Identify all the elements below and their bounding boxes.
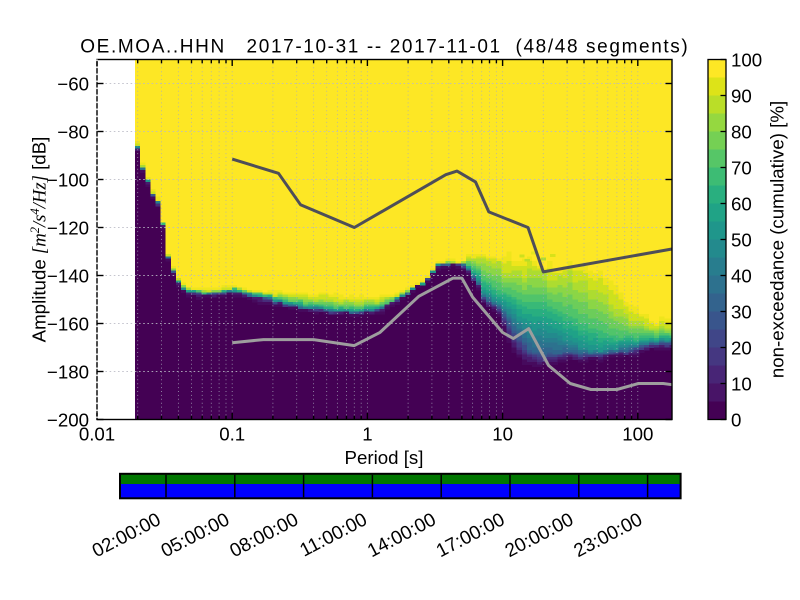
- svg-text:Period [s]: Period [s]: [345, 447, 424, 468]
- svg-text:−60: −60: [57, 73, 89, 94]
- svg-text:non-exceedance (cumulative) [%: non-exceedance (cumulative) [%]: [767, 101, 788, 378]
- svg-text:0.01: 0.01: [79, 424, 115, 445]
- svg-text:80: 80: [731, 121, 752, 142]
- svg-text:−80: −80: [57, 121, 89, 142]
- svg-text:40: 40: [731, 265, 752, 286]
- svg-text:−160: −160: [47, 313, 89, 334]
- svg-text:60: 60: [731, 193, 752, 214]
- svg-text:100: 100: [731, 49, 762, 70]
- svg-text:10: 10: [492, 424, 513, 445]
- svg-text:0.1: 0.1: [219, 424, 245, 445]
- svg-text:−140: −140: [47, 265, 89, 286]
- svg-text:OE.MOA..HHN 2017-10-31 -- 20: OE.MOA..HHN 2017-10-31 -- 2017-11-01 (48…: [80, 37, 688, 58]
- svg-text:−200: −200: [47, 409, 89, 430]
- svg-text:−180: −180: [47, 361, 89, 382]
- svg-text:−100: −100: [47, 169, 89, 190]
- svg-text:−120: −120: [47, 217, 89, 238]
- svg-text:1: 1: [362, 424, 372, 445]
- svg-text:0: 0: [731, 409, 741, 430]
- svg-text:70: 70: [731, 157, 752, 178]
- svg-text:90: 90: [731, 85, 752, 106]
- svg-text:100: 100: [622, 424, 653, 445]
- svg-text:Amplitude [m2/s4/Hz] [dB]: Amplitude [m2/s4/Hz] [dB]: [28, 137, 51, 343]
- svg-text:10: 10: [731, 373, 752, 394]
- svg-text:50: 50: [731, 229, 752, 250]
- svg-text:30: 30: [731, 301, 752, 322]
- svg-text:20: 20: [731, 337, 752, 358]
